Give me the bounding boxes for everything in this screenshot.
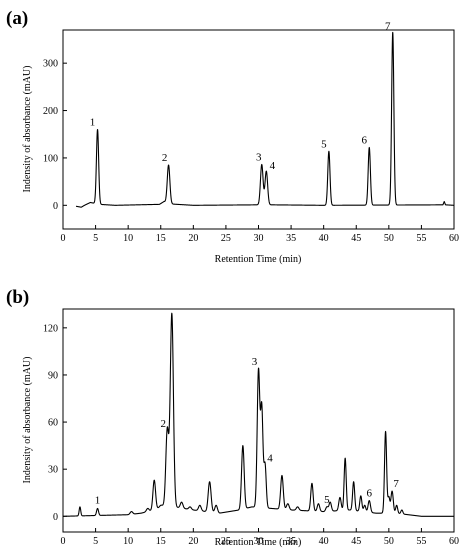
y-tick-label: 60 <box>48 418 58 429</box>
x-tick-label: 10 <box>123 536 133 547</box>
y-tick-label: 0 <box>53 201 58 212</box>
peak-label-2: 2 <box>161 418 167 430</box>
panel-label-a: (a) <box>6 8 28 29</box>
x-tick-label: 15 <box>156 233 166 244</box>
peak-label-1: 1 <box>90 117 96 129</box>
x-tick-label: 15 <box>156 536 166 547</box>
x-tick-label: 40 <box>319 233 329 244</box>
x-tick-label: 35 <box>286 536 296 547</box>
peak-label-4: 4 <box>267 452 273 464</box>
peak-label-5: 5 <box>321 138 327 150</box>
peak-label-5: 5 <box>324 494 330 506</box>
x-tick-label: 50 <box>384 233 394 244</box>
chromatogram-trace-a <box>75 31 455 208</box>
peak-labels-a: 1 2 34 5 6 7 <box>90 20 391 172</box>
x-tick-label: 45 <box>351 233 361 244</box>
chromatogram-panel-b: (b) 0 5 10 15 20 25 30 35 40 45 50 55 60 0306090120 … <box>6 287 459 548</box>
y-axis-title-a: Indensity of absorbance (mAU) <box>22 66 33 193</box>
y-tick-label: 90 <box>48 370 58 381</box>
y-tick-label: 200 <box>43 106 58 117</box>
x-ticks-b: 0 5 10 15 20 25 30 35 40 45 50 55 60 <box>61 528 459 547</box>
x-tick-label: 30 <box>254 233 264 244</box>
x-tick-label: 10 <box>123 233 133 244</box>
peak-label-1: 1 <box>95 494 101 506</box>
x-tick-label: 60 <box>449 536 459 547</box>
x-tick-label: 55 <box>416 536 426 547</box>
chromatogram-trace-b <box>62 312 455 517</box>
y-tick-label: 0 <box>53 512 58 523</box>
chromatogram-panel-a: (a) 0 5 10 15 20 25 30 35 40 45 50 55 60 0100200300 … <box>6 8 459 265</box>
panel-label-b: (b) <box>6 287 29 308</box>
x-tick-label: 0 <box>61 233 66 244</box>
x-tick-label: 30 <box>254 536 264 547</box>
x-tick-label: 35 <box>286 233 296 244</box>
x-tick-label: 40 <box>319 536 329 547</box>
y-tick-label: 120 <box>43 323 58 334</box>
y-tick-label: 100 <box>43 153 58 164</box>
x-tick-label: 5 <box>93 536 98 547</box>
x-tick-label: 5 <box>93 233 98 244</box>
peak-label-3: 3 <box>256 152 262 164</box>
x-tick-label: 0 <box>61 536 66 547</box>
peak-label-4: 4 <box>270 160 276 172</box>
plot-frame-b <box>62 308 455 533</box>
x-ticks-a: 0 5 10 15 20 25 30 35 40 45 50 55 60 <box>61 225 459 244</box>
x-tick-label: 25 <box>221 233 231 244</box>
x-axis-title-b: Retention Time (min) <box>215 537 302 548</box>
x-tick-label: 60 <box>449 233 459 244</box>
peak-labels-b: 1 2 3 4 5 6 7 <box>95 356 400 506</box>
peak-label-6: 6 <box>362 135 368 147</box>
peak-label-6: 6 <box>367 488 373 500</box>
x-tick-label: 20 <box>188 536 198 547</box>
x-tick-label: 45 <box>351 536 361 547</box>
peak-label-3: 3 <box>252 356 258 368</box>
x-tick-label: 50 <box>384 536 394 547</box>
x-tick-label: 55 <box>416 233 426 244</box>
y-tick-label: 30 <box>48 465 58 476</box>
peak-label-7: 7 <box>393 478 399 490</box>
peak-label-7: 7 <box>385 20 391 32</box>
y-ticks-a: 0 100 200 300 <box>43 59 67 212</box>
x-tick-label: 25 <box>221 536 231 547</box>
x-axis-title-a: Retention Time (min) <box>215 254 302 265</box>
peak-label-2: 2 <box>162 152 168 164</box>
y-axis-title-b: Indensity of absorbance (mAU) <box>22 357 33 484</box>
y-tick-label: 300 <box>43 59 58 70</box>
x-tick-label: 20 <box>188 233 198 244</box>
